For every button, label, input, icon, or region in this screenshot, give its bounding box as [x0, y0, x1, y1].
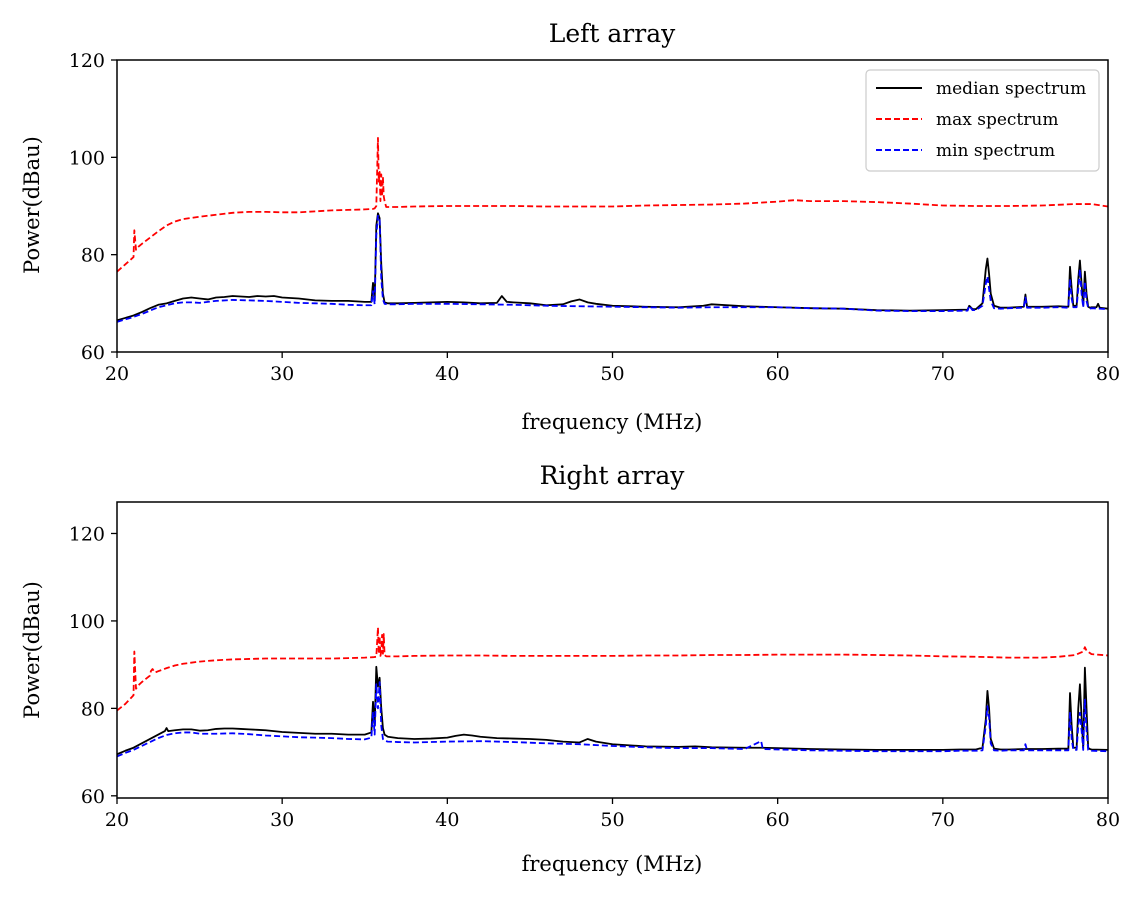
left-array-x-tick-label: 50	[600, 363, 624, 385]
right-array-ylabel: Power(dBau)	[20, 581, 44, 719]
right-array-title: Right array	[540, 461, 686, 490]
right-array-x-tick-label: 30	[270, 809, 294, 831]
right-array-y-tick-label: 60	[81, 786, 105, 808]
left-array-panel: Left array 20 30 40 50 60 70 80 60 80 100 120 freq…	[20, 19, 1120, 434]
right-array-x-tick-label: 40	[435, 809, 459, 831]
legend: median spectrum max spectrum min spectru…	[865, 69, 1100, 172]
left-array-y-tick-label: 100	[69, 147, 105, 169]
left-array-y-tick-label: 60	[81, 342, 105, 364]
left-array-x-tick-label: 60	[766, 363, 790, 385]
left-array-x-tick-label: 80	[1096, 363, 1120, 385]
right-array-y-tick-label: 80	[81, 698, 105, 720]
left-array-ylabel: Power(dBau)	[20, 136, 44, 274]
left-array-xlabel: frequency (MHz)	[522, 410, 703, 434]
right-array-x-tick-label: 70	[931, 809, 955, 831]
right-array-x-tick-label: 50	[600, 809, 624, 831]
right-array-x-tick-label: 80	[1096, 809, 1120, 831]
left-array-plot-area: 20 30 40 50 60 70 80 60 80 100 120	[69, 50, 1120, 385]
right-array-panel: Right array 20 30 40 50 60 70 80 60 80 100 120 fre…	[20, 461, 1120, 876]
left-array-x-tick-label: 40	[435, 363, 459, 385]
right-array-series-max-spectrum	[117, 626, 1108, 712]
legend-min-label: min spectrum	[936, 141, 1055, 161]
left-array-y-tick-label: 80	[81, 245, 105, 267]
right-array-series-median-spectrum	[117, 665, 1108, 756]
legend-max-label: max spectrum	[936, 110, 1058, 130]
left-array-title: Left array	[549, 19, 676, 48]
left-array-y-tick-label: 120	[69, 50, 105, 72]
right-array-x-tick-label: 20	[105, 809, 129, 831]
legend-frame	[865, 69, 1100, 172]
left-array-series-min-spectrum	[117, 214, 1108, 323]
right-array-xlabel: frequency (MHz)	[522, 852, 703, 876]
left-array-x-tick-label: 70	[931, 363, 955, 385]
left-array-x-tick-label: 20	[105, 363, 129, 385]
right-array-y-tick-label: 120	[69, 523, 105, 545]
left-array-x-tick-label: 30	[270, 363, 294, 385]
right-array-plot-area: 20 30 40 50 60 70 80 60 80 100 120	[69, 501, 1120, 831]
legend-median-label: median spectrum	[936, 79, 1086, 99]
right-array-x-tick-label: 60	[766, 809, 790, 831]
right-array-series-min-spectrum	[117, 681, 1108, 758]
left-array-series-max-spectrum	[117, 136, 1108, 273]
right-array-y-tick-label: 100	[69, 611, 105, 633]
